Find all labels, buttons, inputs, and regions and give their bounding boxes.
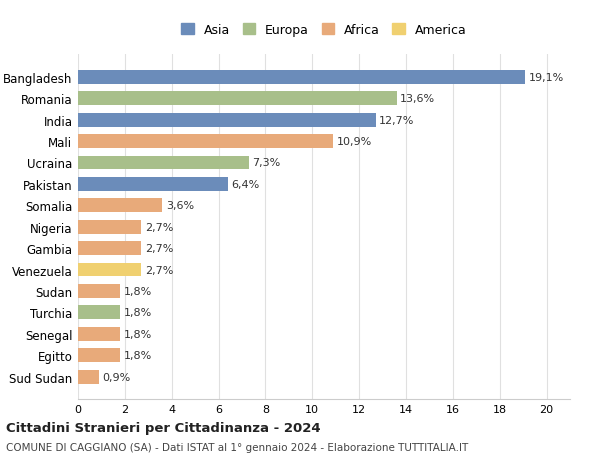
Text: 19,1%: 19,1%: [529, 73, 564, 83]
Bar: [78, 370, 99, 384]
Text: 2,7%: 2,7%: [145, 244, 173, 253]
Bar: [78, 92, 397, 106]
Bar: [78, 220, 141, 234]
Bar: [78, 241, 141, 256]
Text: 6,4%: 6,4%: [232, 179, 260, 190]
Text: 2,7%: 2,7%: [145, 265, 173, 275]
Bar: [78, 348, 120, 362]
Text: 2,7%: 2,7%: [145, 222, 173, 232]
Bar: [78, 284, 120, 298]
Bar: [78, 113, 376, 127]
Text: 1,8%: 1,8%: [124, 329, 152, 339]
Bar: [78, 263, 141, 277]
Bar: [78, 135, 334, 149]
Text: 0,9%: 0,9%: [103, 372, 131, 382]
Bar: [78, 327, 120, 341]
Bar: [78, 71, 526, 84]
Text: 10,9%: 10,9%: [337, 137, 372, 147]
Text: 13,6%: 13,6%: [400, 94, 435, 104]
Text: 3,6%: 3,6%: [166, 201, 194, 211]
Text: Cittadini Stranieri per Cittadinanza - 2024: Cittadini Stranieri per Cittadinanza - 2…: [6, 421, 320, 434]
Text: 1,8%: 1,8%: [124, 350, 152, 360]
Bar: [78, 306, 120, 319]
Text: 7,3%: 7,3%: [253, 158, 281, 168]
Legend: Asia, Europa, Africa, America: Asia, Europa, Africa, America: [178, 20, 470, 40]
Bar: [78, 178, 228, 191]
Text: COMUNE DI CAGGIANO (SA) - Dati ISTAT al 1° gennaio 2024 - Elaborazione TUTTITALI: COMUNE DI CAGGIANO (SA) - Dati ISTAT al …: [6, 442, 468, 452]
Text: 12,7%: 12,7%: [379, 115, 415, 125]
Bar: [78, 156, 249, 170]
Bar: [78, 199, 163, 213]
Text: 1,8%: 1,8%: [124, 286, 152, 296]
Text: 1,8%: 1,8%: [124, 308, 152, 318]
